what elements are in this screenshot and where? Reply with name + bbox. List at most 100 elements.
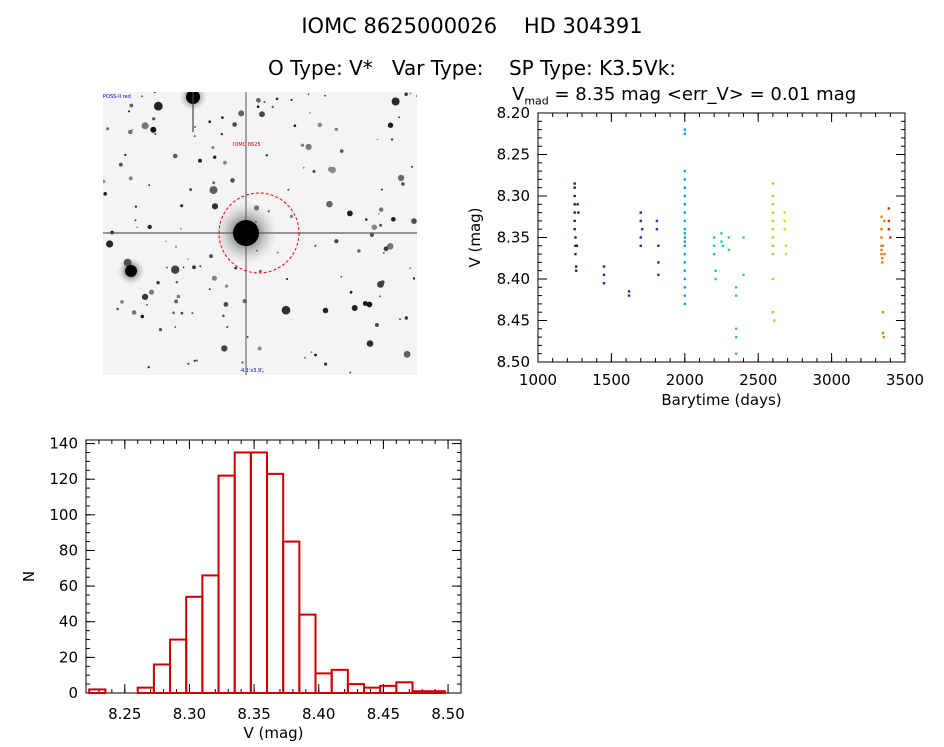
hist-ytick-label: 60 [59,577,78,595]
field-star [391,217,396,222]
field-star [376,138,379,141]
hist-xtick-label: 8.40 [302,705,335,723]
lc-point [784,244,788,247]
field-star [312,170,316,173]
field-star [351,305,358,311]
field-star [187,362,190,365]
hist-bar [169,638,188,695]
field-star [379,207,384,212]
lc-point [683,261,686,264]
lc-point [573,228,576,231]
lc-point [602,273,606,277]
lc-point [639,219,642,223]
hist-xtick-label: 8.30 [173,705,206,723]
field-star [383,246,389,252]
field-star [232,122,237,127]
field-star [166,266,168,269]
field-star [305,143,312,150]
field-star [194,126,196,128]
hist-ytick-label: 140 [49,435,78,453]
field-star [230,178,235,183]
hist-ytick-label: 100 [49,506,78,524]
field-star [377,281,384,288]
field-star [153,92,156,94]
field-star [209,254,213,259]
field-star [146,303,148,306]
lc-point [727,248,731,252]
field-star [365,218,368,221]
lc-xlabel: Barytime (days) [661,391,781,409]
lc-point [657,261,660,264]
lc-point [683,302,686,306]
lc-point [721,244,725,247]
bright-star-left-core [125,265,137,277]
field-star [300,143,305,147]
lc-point [771,228,775,231]
field-star [225,284,229,288]
field-star [309,112,311,114]
field-star [208,120,211,123]
field-star [120,300,124,304]
lc-xtick-label: 1000 [519,371,557,389]
field-star [281,305,291,315]
lc-ytick-label: 8.20 [497,104,530,122]
lc-ytick-label: 8.30 [497,187,530,205]
field-star [390,138,394,141]
field-star [158,328,163,332]
field-star [208,288,211,290]
lc-point [574,265,578,268]
field-star [116,307,119,311]
field-star [171,265,180,274]
field-star [148,184,151,186]
lc-point [577,211,580,214]
lc-point [573,211,576,214]
field-star [334,127,338,131]
hist-bar [363,686,382,695]
hist-bar [282,540,301,694]
field-star [193,359,196,362]
lc-point [576,203,579,206]
lc-point [771,277,775,281]
field-star [317,122,322,128]
field-star [339,149,344,153]
field-star [374,323,379,327]
lc-point [727,236,731,239]
lc-point [683,236,686,239]
field-star [209,186,218,195]
hist-bar [298,613,317,694]
hist-bar [136,686,155,695]
lc-point [742,273,745,277]
hist-bar [152,663,172,694]
lc-point [683,244,686,247]
lc-point [771,244,775,247]
field-star [156,281,160,285]
field-star [302,166,305,169]
field-star [382,252,385,254]
lc-point [683,252,686,256]
field-star [404,92,408,96]
field-star [106,240,114,248]
lc-point [683,277,686,281]
field-star [256,97,261,103]
field-star [128,176,133,181]
lc-point [573,219,576,223]
field-star [141,122,149,130]
field-star [259,111,265,118]
lc-point [712,236,716,239]
field-star [103,179,106,184]
field-star [211,203,219,210]
hist-bar [427,690,446,695]
lc-point [714,269,717,272]
lc-point [771,194,775,198]
lc-point [887,207,891,210]
field-star [401,182,405,186]
lc-point [881,244,885,247]
hist-bar [201,574,220,694]
lc-point [574,244,577,247]
lc-point [771,203,775,206]
lc-point [773,319,776,322]
lc-point [683,232,686,235]
lc-point [784,252,788,256]
field-star [147,366,150,369]
field-star [241,361,244,364]
